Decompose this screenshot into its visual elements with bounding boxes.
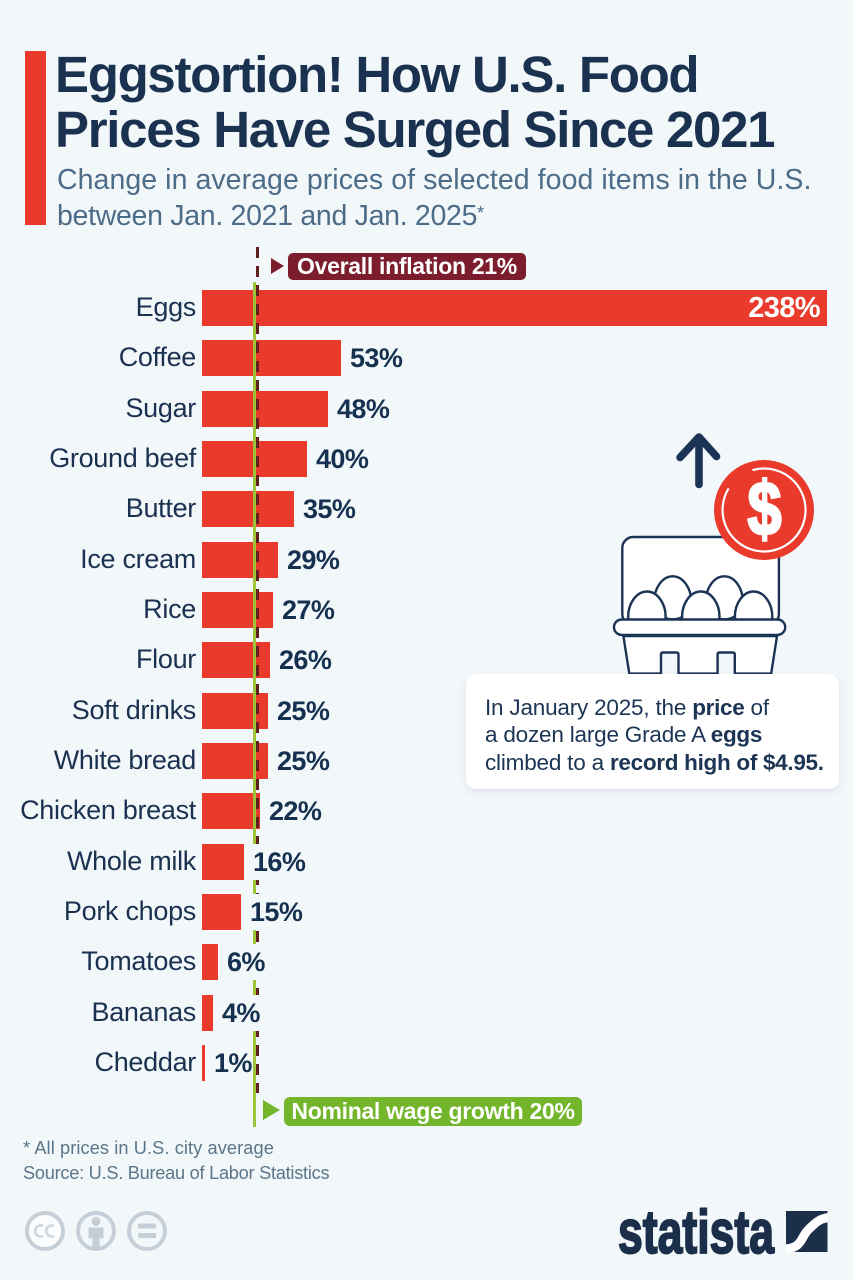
svg-text:statista: statista xyxy=(618,1198,775,1266)
svg-text:$: $ xyxy=(748,467,782,552)
